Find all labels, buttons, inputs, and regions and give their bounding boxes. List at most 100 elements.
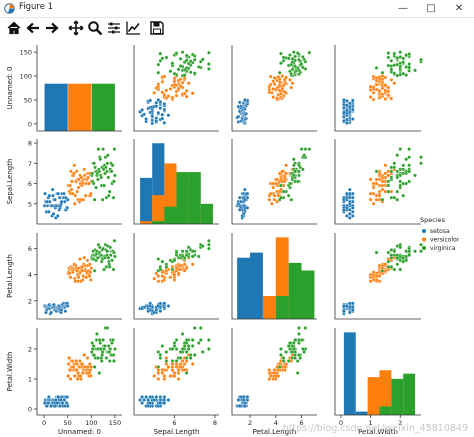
scatter-point <box>92 161 97 166</box>
scatter-point <box>102 183 106 188</box>
scatter-point <box>342 197 346 202</box>
scatter-point <box>297 163 301 168</box>
scatter-point <box>158 353 163 357</box>
scatter-point <box>291 157 296 162</box>
x-tick-label: 4 <box>274 419 278 427</box>
scatter-point <box>377 88 382 93</box>
scatter-point <box>371 278 376 282</box>
back-arrow-icon[interactable] <box>25 20 41 36</box>
scatter-point <box>281 189 286 194</box>
scatter-point <box>108 253 113 258</box>
scatter-point <box>401 193 406 198</box>
scatter-point <box>156 350 161 354</box>
scatter-point <box>80 181 85 186</box>
scatter-point <box>111 267 116 272</box>
scatter-point <box>172 341 177 345</box>
scatter-point <box>284 350 288 354</box>
scatter-point <box>188 353 193 357</box>
scatter-point <box>160 368 165 372</box>
scatter-point <box>297 338 301 342</box>
scatter-point <box>395 197 400 202</box>
scatter-point <box>168 374 173 378</box>
scatter-point <box>371 74 376 79</box>
scatter-point <box>398 183 403 188</box>
close-icon[interactable]: ✕ <box>454 3 464 14</box>
scatter-point <box>289 197 294 202</box>
pan-move-icon[interactable] <box>68 20 84 36</box>
configure-subplots-icon[interactable] <box>106 20 122 36</box>
minimize-icon[interactable]: — <box>398 3 408 14</box>
scatter-point <box>380 179 385 184</box>
scatter-point <box>184 94 189 99</box>
scatter-point <box>307 147 312 151</box>
scatter-point <box>85 258 90 263</box>
edit-axes-icon[interactable] <box>125 20 141 36</box>
scatter-point <box>398 167 403 172</box>
scatter-point <box>78 257 82 261</box>
scatter-point <box>68 275 73 280</box>
scatter-point <box>407 147 412 151</box>
scatter-point <box>69 187 74 192</box>
save-disk-icon[interactable] <box>149 20 165 36</box>
navigation-toolbar <box>0 18 474 38</box>
scatter-point <box>174 266 179 271</box>
x-tick-label: 2 <box>398 419 402 427</box>
scatter-point <box>106 175 111 180</box>
scatter-point <box>104 265 109 269</box>
scatter-point <box>140 108 144 112</box>
scatter-point <box>182 368 187 372</box>
scatter-point <box>154 271 159 276</box>
scatter-point <box>168 275 173 280</box>
scatter-point <box>105 153 110 158</box>
legend-marker <box>422 229 426 233</box>
scatter-point <box>386 189 391 194</box>
scatter-point <box>97 371 102 375</box>
zoom-magnifier-icon[interactable] <box>87 20 103 36</box>
scatter-point <box>386 51 391 55</box>
maximize-icon[interactable]: □ <box>426 3 436 14</box>
subplot-r2-c1 <box>133 233 219 320</box>
scatter-point <box>88 374 93 378</box>
scatter-point <box>88 270 93 274</box>
scatter-point <box>162 107 167 112</box>
scatter-point <box>288 53 292 57</box>
scatter-point <box>166 365 171 369</box>
scatter-point <box>407 52 412 56</box>
x-tick-label: 150 <box>109 419 121 427</box>
scatter-point <box>404 169 409 174</box>
scatter-point <box>65 205 70 210</box>
scatter-point <box>162 278 167 282</box>
scatter-point <box>184 53 189 58</box>
scatter-point <box>277 189 282 194</box>
scatter-point <box>371 191 376 196</box>
scatter-point <box>172 71 177 76</box>
scatter-point <box>386 265 391 269</box>
scatter-point <box>160 79 165 84</box>
scatter-point <box>207 242 211 247</box>
hist-bar <box>379 406 392 415</box>
scatter-point <box>99 359 104 363</box>
scatter-point <box>395 189 400 194</box>
forward-arrow-icon[interactable] <box>44 20 60 36</box>
axis-spine <box>133 233 219 320</box>
scatter-point <box>111 195 116 200</box>
scatter-point <box>164 88 169 93</box>
column-axis-label: Petal.Length <box>253 428 297 436</box>
scatter-point <box>371 181 376 186</box>
hist-bar <box>44 83 68 131</box>
subplot-r1-c2 <box>231 139 317 225</box>
scatter-point <box>66 374 71 378</box>
hist-bar <box>68 83 92 131</box>
scatter-point <box>407 155 412 160</box>
scatter-point <box>75 189 80 194</box>
scatter-point <box>241 395 246 399</box>
scatter-point <box>51 212 56 216</box>
home-icon[interactable] <box>6 20 22 36</box>
scatter-point <box>380 197 385 202</box>
scatter-point <box>162 101 167 106</box>
scatter-point <box>176 371 181 375</box>
scatter-point <box>182 91 187 96</box>
scatter-point <box>53 404 58 408</box>
scatter-point <box>154 100 159 105</box>
scatter-point <box>401 163 406 168</box>
